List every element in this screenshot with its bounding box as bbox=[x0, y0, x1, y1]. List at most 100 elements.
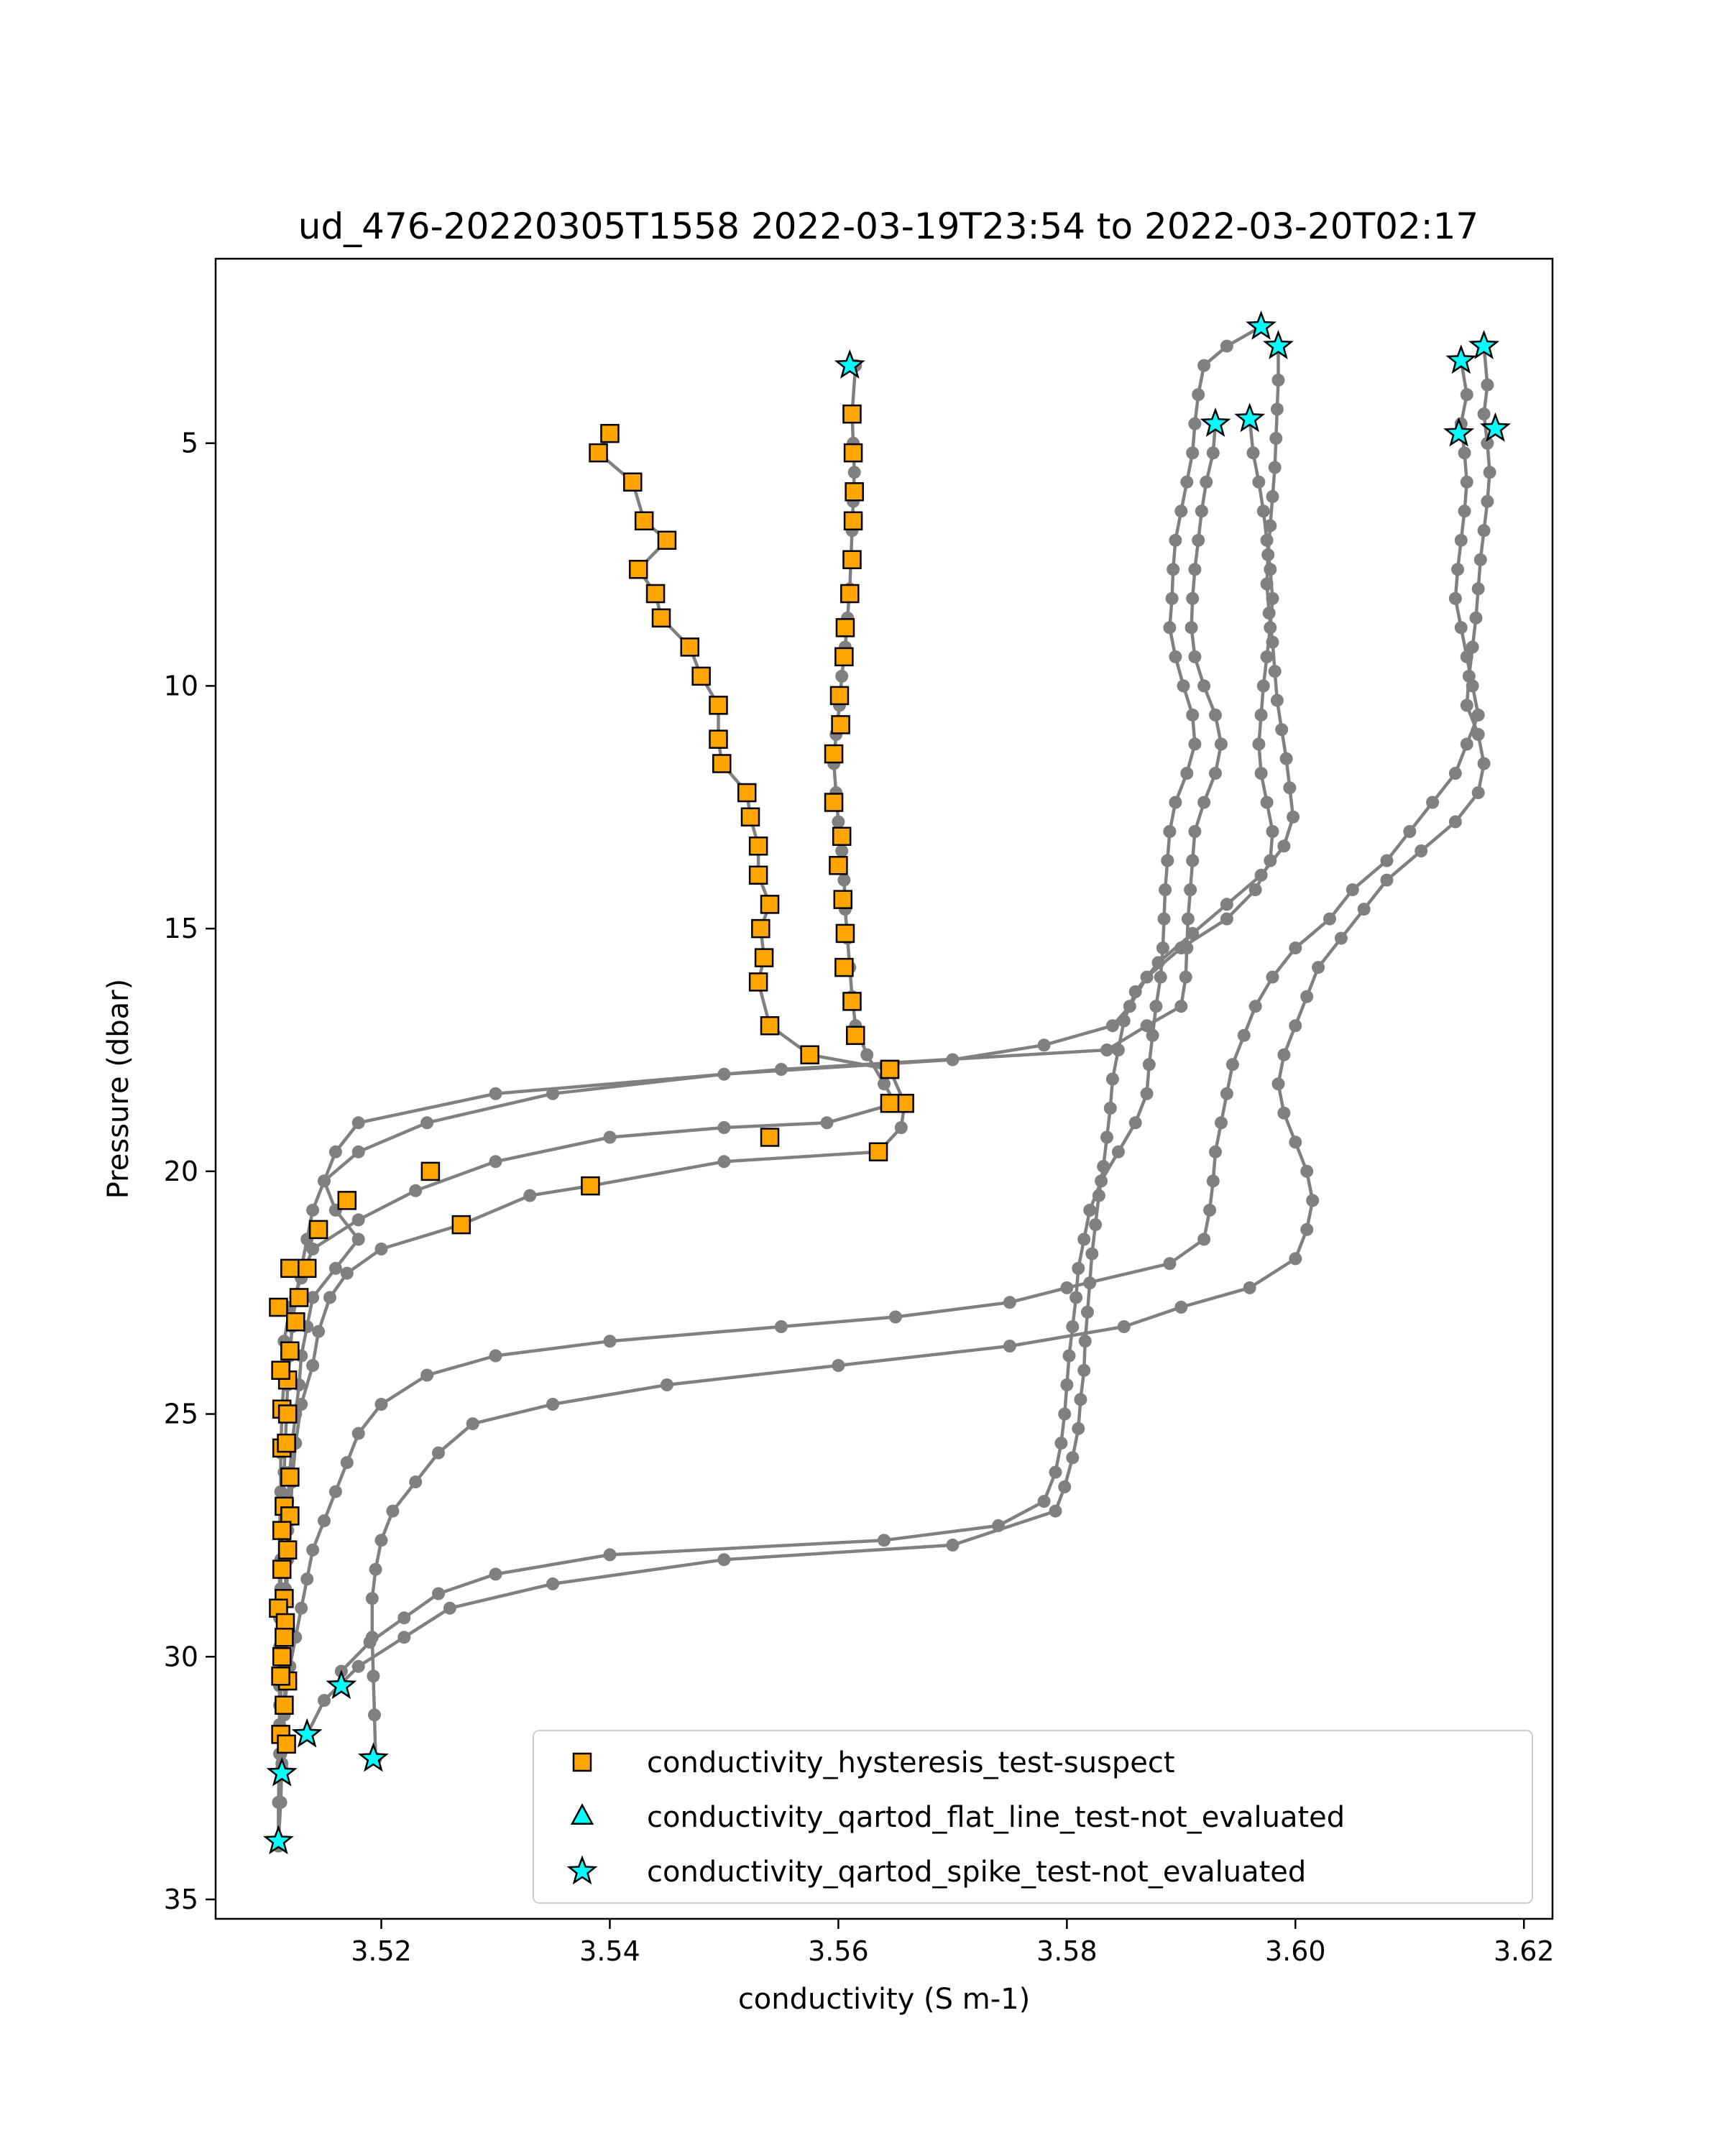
hysteresis-suspect-marker bbox=[634, 511, 654, 530]
profile-point bbox=[1458, 505, 1471, 518]
profile-point bbox=[489, 1087, 502, 1100]
y-axis-label: Pressure (dbar) bbox=[102, 979, 135, 1199]
profile-point bbox=[1454, 621, 1468, 635]
profile-point bbox=[1471, 708, 1485, 722]
profile-point bbox=[1058, 1480, 1072, 1493]
profile-point bbox=[1092, 1189, 1105, 1202]
hysteresis-suspect-marker bbox=[272, 1521, 292, 1540]
hysteresis-suspect-marker bbox=[824, 793, 844, 812]
profile-point bbox=[1289, 941, 1302, 955]
profile-point bbox=[489, 1349, 502, 1363]
hysteresis-suspect-marker bbox=[824, 744, 844, 764]
profile-point bbox=[1165, 591, 1179, 605]
profile-point bbox=[717, 1067, 731, 1081]
profile-point bbox=[878, 1534, 891, 1547]
profile-point bbox=[368, 1708, 381, 1722]
profile-point bbox=[328, 1145, 342, 1158]
profile-point bbox=[1197, 1233, 1211, 1246]
profile-point bbox=[523, 1189, 537, 1202]
y-tick-label: 5 bbox=[181, 428, 198, 459]
profile-point bbox=[1192, 533, 1205, 547]
hysteresis-suspect-marker bbox=[271, 1360, 290, 1380]
profile-point bbox=[1049, 1465, 1062, 1479]
profile-point bbox=[1306, 1194, 1320, 1207]
hysteresis-suspect-marker bbox=[748, 837, 768, 856]
profile-point bbox=[420, 1368, 434, 1382]
profile-point bbox=[1188, 563, 1202, 576]
profile-point bbox=[1167, 563, 1180, 576]
profile-point bbox=[443, 1601, 456, 1615]
profile-point bbox=[1105, 1072, 1119, 1086]
profile-point bbox=[374, 1398, 388, 1411]
profile-point bbox=[1266, 970, 1279, 984]
profile-point bbox=[1188, 650, 1202, 663]
profile-point bbox=[1260, 533, 1274, 547]
spike-test-marker bbox=[834, 349, 865, 379]
spike-test-marker bbox=[1262, 330, 1294, 359]
profile-point bbox=[1072, 1422, 1085, 1435]
hysteresis-suspect-marker bbox=[645, 584, 666, 604]
profile-point bbox=[351, 1145, 365, 1158]
profile-point bbox=[351, 1213, 365, 1227]
plot-area bbox=[263, 310, 1511, 1855]
hysteresis-suspect-marker bbox=[832, 826, 852, 847]
profile-point bbox=[717, 1553, 731, 1567]
y-tick-label: 30 bbox=[164, 1641, 198, 1672]
profile-point bbox=[835, 669, 849, 683]
hysteresis-suspect-marker bbox=[845, 482, 864, 502]
profile-point bbox=[318, 1694, 331, 1708]
profile-point bbox=[1243, 1281, 1256, 1294]
profile-point bbox=[878, 1077, 891, 1091]
hysteresis-suspect-marker bbox=[280, 1468, 300, 1487]
hysteresis-suspect-marker bbox=[275, 1695, 294, 1715]
profile-point bbox=[300, 1572, 314, 1586]
profile-point bbox=[1289, 1135, 1302, 1149]
plot-frame bbox=[214, 257, 1554, 1920]
profile-point bbox=[1203, 1203, 1217, 1217]
hysteresis-suspect-marker bbox=[829, 686, 850, 706]
profile-point bbox=[1195, 505, 1208, 518]
profile-point bbox=[603, 1335, 617, 1348]
hysteresis-suspect-marker bbox=[623, 472, 643, 492]
profile-point bbox=[1105, 1019, 1119, 1033]
profile-point bbox=[1149, 1000, 1163, 1013]
profile-point bbox=[1448, 767, 1462, 780]
spike-test-marker bbox=[1445, 344, 1477, 374]
profile-point bbox=[1260, 577, 1274, 591]
profile-point bbox=[1163, 1257, 1177, 1271]
hysteresis-suspect-marker bbox=[269, 1297, 288, 1317]
y-axis: 5 10 15 20 25 30 35 bbox=[164, 428, 216, 1915]
profile-point bbox=[1197, 359, 1211, 372]
profile-point bbox=[1471, 786, 1485, 799]
profile-point bbox=[1186, 591, 1200, 605]
hysteresis-suspect-marker bbox=[834, 957, 854, 977]
profile-point bbox=[1458, 446, 1471, 460]
hysteresis-suspect-marker bbox=[277, 1540, 298, 1560]
profile-point bbox=[603, 1548, 617, 1562]
profile-point bbox=[603, 1130, 617, 1144]
profile-point bbox=[1471, 582, 1485, 596]
hysteresis-suspect-marker bbox=[581, 1176, 600, 1196]
hysteresis-suspect-marker bbox=[600, 423, 620, 443]
profile-point bbox=[306, 1203, 320, 1217]
profile-point bbox=[1266, 490, 1279, 503]
profile-point bbox=[1003, 1296, 1016, 1309]
x-tick-label: 3.56 bbox=[808, 1935, 869, 1967]
profile-point bbox=[1254, 708, 1268, 722]
hysteresis-suspect-marker bbox=[277, 1404, 298, 1424]
profile-point bbox=[351, 1659, 365, 1673]
profile-point bbox=[386, 1504, 400, 1518]
profile-point bbox=[306, 1543, 320, 1557]
profile-point bbox=[1260, 650, 1274, 663]
hysteresis-suspect-marker bbox=[589, 443, 608, 463]
profile-point bbox=[1264, 519, 1277, 533]
hysteresis-suspect-marker bbox=[829, 856, 848, 875]
profile-point bbox=[1380, 873, 1394, 887]
profile-point bbox=[1271, 1077, 1285, 1091]
hysteresis-suspect-marker bbox=[840, 584, 860, 604]
profile-point bbox=[1100, 1130, 1113, 1144]
spike-test-marker bbox=[1480, 412, 1511, 442]
profile-point bbox=[1157, 912, 1171, 926]
profile-point bbox=[1163, 825, 1177, 838]
legend-marker-square bbox=[572, 1752, 592, 1772]
